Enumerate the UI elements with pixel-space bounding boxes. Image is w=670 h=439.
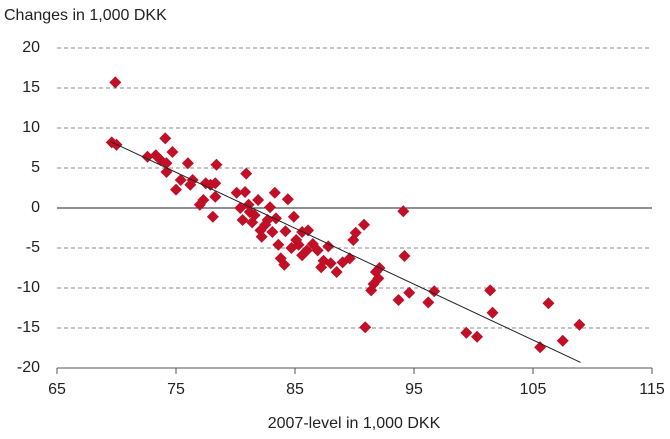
data-point [403, 286, 416, 299]
data-point [159, 132, 172, 145]
data-point [358, 218, 371, 231]
data-point [209, 190, 222, 203]
data-point [471, 330, 484, 343]
data-point [279, 225, 292, 238]
data-point [230, 186, 243, 199]
y-tick-label: 15 [22, 79, 40, 96]
data-point [322, 240, 335, 253]
data-point [248, 209, 261, 222]
y-tick-label: -15 [17, 319, 40, 336]
data-point [209, 177, 222, 190]
x-axis-title: 2007-level in 1,000 DKK [268, 415, 441, 432]
data-point [281, 193, 294, 206]
y-axis-title: Changes in 1,000 DKK [4, 7, 167, 24]
data-point [292, 238, 305, 251]
x-tick-label: 115 [639, 381, 665, 398]
data-point [197, 194, 210, 206]
data-point [542, 297, 555, 310]
data-point [268, 186, 281, 199]
data-point [109, 76, 122, 89]
y-tick-label: 10 [22, 119, 40, 136]
data-point [372, 272, 385, 285]
y-tick-label: 5 [31, 159, 40, 176]
data-point [359, 321, 372, 334]
data-point [460, 326, 473, 339]
trendline [110, 141, 581, 363]
x-tick-label: 105 [520, 381, 547, 398]
data-point [330, 266, 343, 278]
y-tick-label: -20 [17, 359, 40, 376]
data-point [428, 285, 441, 298]
data-point [240, 167, 253, 180]
data-point [264, 201, 277, 214]
data-point [392, 294, 405, 306]
data-point [236, 214, 249, 226]
data-point [266, 226, 279, 238]
data-point [324, 257, 337, 270]
data-point [311, 244, 324, 257]
data-point [300, 244, 313, 257]
data-point [398, 250, 411, 262]
data-point [174, 174, 187, 186]
data-point [181, 157, 194, 170]
y-tick-label: 0 [31, 199, 40, 216]
x-tick-label: 85 [286, 381, 304, 398]
data-point [573, 318, 586, 331]
data-point [278, 258, 291, 271]
data-point [210, 158, 223, 171]
data-point [349, 226, 362, 239]
data-point [255, 230, 268, 243]
y-tick-label: 20 [22, 39, 40, 56]
data-point [239, 186, 252, 198]
data-point [484, 284, 497, 297]
data-point [166, 146, 179, 158]
data-point [170, 183, 182, 196]
data-point [534, 341, 547, 354]
data-point [397, 205, 410, 218]
data-point [269, 212, 282, 225]
data-point [206, 210, 219, 223]
data-point [486, 306, 499, 319]
x-tick-label: 95 [405, 381, 423, 398]
y-tick-label: -10 [17, 279, 40, 296]
x-tick-label: 75 [167, 381, 185, 398]
x-tick-label: 65 [48, 381, 66, 398]
data-point [252, 194, 265, 206]
data-point [287, 210, 300, 223]
y-tick-label: -5 [26, 239, 40, 256]
data-point [422, 296, 435, 309]
data-point [272, 238, 285, 251]
data-point [556, 334, 569, 347]
